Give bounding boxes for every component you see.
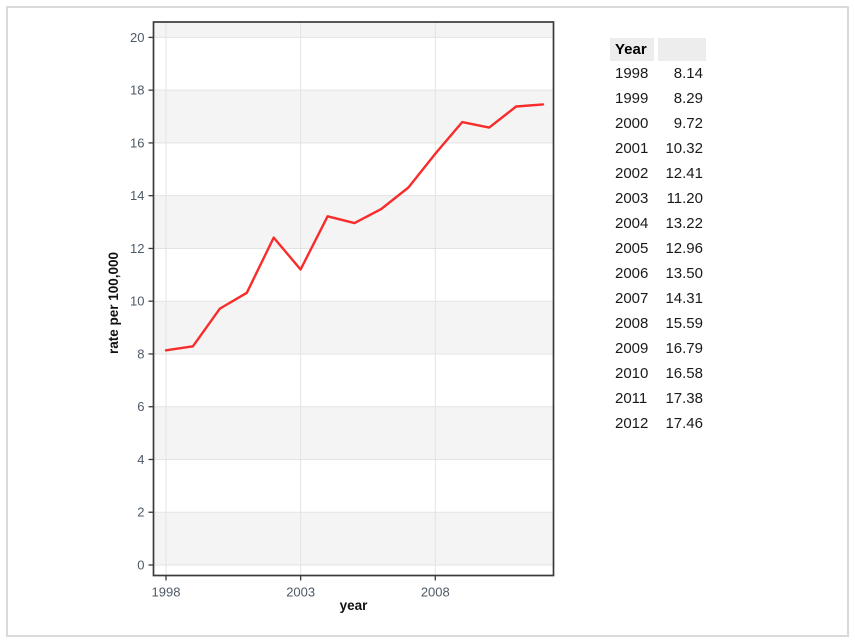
axis-ticks	[148, 36, 436, 581]
data-table-header: Year	[610, 38, 706, 61]
table-row: 2000 9.72	[610, 111, 706, 136]
year-cell: 2009	[615, 340, 649, 357]
value-cell: 15.59	[665, 315, 703, 332]
table-row: 2011 17.38	[610, 386, 706, 411]
year-cell: 2006	[615, 265, 649, 282]
plot-background-bands	[153, 22, 554, 576]
y-tick-label: 18	[130, 83, 144, 98]
year-cell: 2000	[615, 115, 649, 132]
y-tick-label: 10	[130, 294, 144, 309]
y-tick-label: 4	[137, 452, 144, 467]
table-row: 2012 17.46	[610, 411, 706, 436]
table-row: 2007 14.31	[610, 286, 706, 311]
year-cell: 2002	[615, 165, 649, 182]
value-cell: 10.32	[665, 140, 703, 157]
year-cell: 2005	[615, 240, 649, 257]
year-cell: 1998	[615, 65, 649, 82]
table-row: 1998 8.14	[610, 61, 706, 86]
year-cell: 2008	[615, 315, 649, 332]
x-tick-label: 1998	[152, 585, 181, 600]
year-cell: 2012	[615, 415, 649, 432]
value-cell: 17.38	[665, 390, 703, 407]
y-tick-label: 12	[130, 241, 144, 256]
table-row: 2002 12.41	[610, 161, 706, 186]
axis-tick-labels: 0 2 4 6 8 10 12 14 16 18 20 1998 2003 2008	[130, 30, 450, 600]
x-axis-title: year	[340, 598, 369, 613]
y-axis-title: rate per 100,000	[106, 252, 121, 354]
table-row: 2004 13.22	[610, 211, 706, 236]
y-tick-label: 14	[130, 188, 144, 203]
value-cell: 14.31	[665, 290, 703, 307]
value-cell: 12.96	[665, 240, 703, 257]
y-tick-label: 16	[130, 135, 144, 150]
table-row: 2001 10.32	[610, 136, 706, 161]
year-cell: 2010	[615, 365, 649, 382]
value-cell: 12.41	[665, 165, 703, 182]
year-cell: 2003	[615, 190, 649, 207]
table-row: 2005 12.96	[610, 236, 706, 261]
data-line	[164, 103, 545, 352]
value-cell: 13.50	[665, 265, 703, 282]
year-cell: 1999	[615, 90, 649, 107]
year-cell: 2004	[615, 215, 649, 232]
year-cell: 2011	[615, 390, 648, 407]
plot-frame	[152, 21, 555, 577]
value-cell: 16.79	[665, 340, 703, 357]
year-cell: 2007	[615, 290, 649, 307]
table-row: 2006 13.50	[610, 261, 706, 286]
y-tick-label: 0	[137, 558, 144, 573]
gridlines	[153, 22, 554, 576]
table-row: 1999 8.29	[610, 86, 706, 111]
value-cell: 13.22	[665, 215, 703, 232]
x-tick-label: 2008	[421, 585, 450, 600]
data-table-body: 1998 8.14 1999 8.29 2000 9.72 2001 10.32 2002 12.…	[610, 61, 706, 436]
x-tick-label: 2003	[286, 585, 315, 600]
year-cell: 2001	[615, 140, 649, 157]
data-table: Year 1998 8.14 1999 8.29 2000 9.72 2001 10.32 20…	[606, 38, 710, 436]
y-tick-label: 8	[137, 346, 144, 361]
table-row: 2003 11.20	[610, 186, 706, 211]
table-row: 2010 16.58	[610, 361, 706, 386]
y-tick-label: 6	[137, 399, 144, 414]
value-cell: 8.29	[673, 90, 703, 107]
rate-line-chart: 0 2 4 6 8 10 12 14 16 18 20 1998 2003 2008 rate per 1…	[106, 21, 555, 613]
year-column-header: Year	[610, 38, 654, 61]
value-cell: 8.14	[673, 65, 703, 82]
y-tick-label: 20	[130, 30, 144, 45]
value-column-header	[658, 38, 706, 61]
value-cell: 9.72	[673, 115, 703, 132]
table-row: 2009 16.79	[610, 336, 706, 361]
table-row: 2008 15.59	[610, 311, 706, 336]
value-cell: 11.20	[666, 190, 703, 207]
y-tick-label: 2	[137, 505, 144, 520]
value-cell: 16.58	[665, 365, 703, 382]
value-cell: 17.46	[665, 415, 703, 432]
